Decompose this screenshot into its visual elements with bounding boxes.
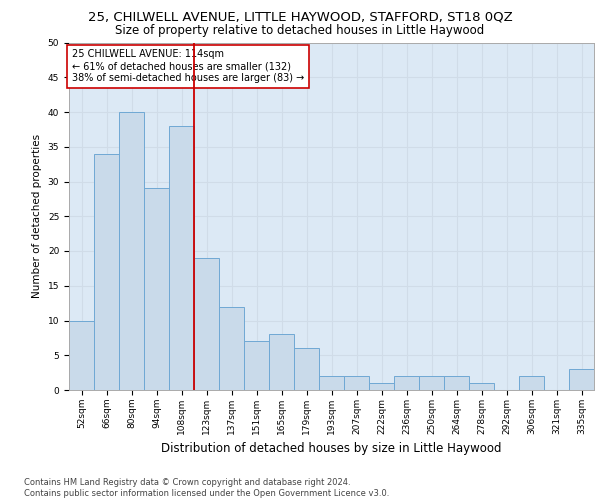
Text: 25, CHILWELL AVENUE, LITTLE HAYWOOD, STAFFORD, ST18 0QZ: 25, CHILWELL AVENUE, LITTLE HAYWOOD, STA…	[88, 11, 512, 24]
Bar	[219, 306, 244, 390]
Bar	[444, 376, 469, 390]
Bar	[519, 376, 544, 390]
Bar	[569, 369, 594, 390]
Text: 25 CHILWELL AVENUE: 114sqm
← 61% of detached houses are smaller (132)
38% of sem: 25 CHILWELL AVENUE: 114sqm ← 61% of deta…	[71, 50, 304, 82]
Bar	[344, 376, 369, 390]
Bar	[69, 320, 94, 390]
Bar	[369, 383, 394, 390]
Bar	[469, 383, 494, 390]
Bar	[269, 334, 294, 390]
Bar	[144, 188, 169, 390]
Bar	[94, 154, 119, 390]
X-axis label: Distribution of detached houses by size in Little Haywood: Distribution of detached houses by size …	[161, 442, 502, 456]
Bar	[419, 376, 444, 390]
Bar	[194, 258, 219, 390]
Bar	[319, 376, 344, 390]
Text: Size of property relative to detached houses in Little Haywood: Size of property relative to detached ho…	[115, 24, 485, 37]
Bar	[394, 376, 419, 390]
Bar	[169, 126, 194, 390]
Bar	[119, 112, 144, 390]
Bar	[244, 342, 269, 390]
Y-axis label: Number of detached properties: Number of detached properties	[32, 134, 42, 298]
Text: Contains HM Land Registry data © Crown copyright and database right 2024.
Contai: Contains HM Land Registry data © Crown c…	[24, 478, 389, 498]
Bar	[294, 348, 319, 390]
